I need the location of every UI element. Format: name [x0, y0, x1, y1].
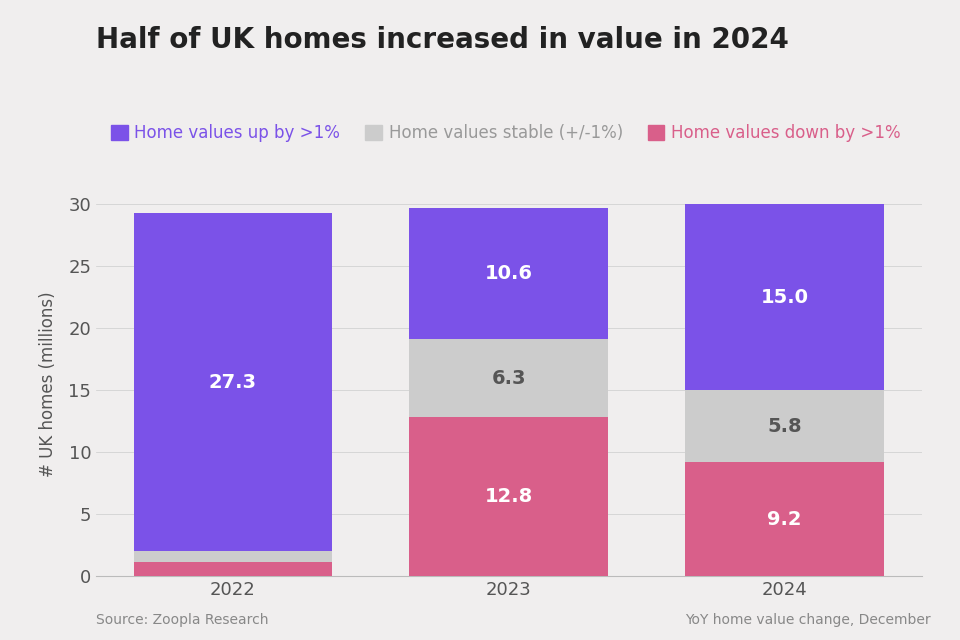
Text: 5.8: 5.8 [767, 417, 802, 436]
Text: Source: Zoopla Research: Source: Zoopla Research [96, 613, 269, 627]
Text: YoY home value change, December: YoY home value change, December [685, 613, 931, 627]
Bar [133, 551, 332, 563]
Bar [410, 339, 608, 417]
Bar [410, 208, 608, 339]
Y-axis label: # UK homes (millions): # UK homes (millions) [39, 291, 57, 477]
Bar [685, 390, 884, 462]
Bar [133, 563, 332, 576]
Legend: Home values up by >1%, Home values stable (+/-1%), Home values down by >1%: Home values up by >1%, Home values stabl… [105, 117, 907, 148]
Text: 15.0: 15.0 [760, 288, 808, 307]
Text: 9.2: 9.2 [767, 509, 802, 529]
Bar [133, 213, 332, 551]
Bar [410, 417, 608, 576]
Text: Half of UK homes increased in value in 2024: Half of UK homes increased in value in 2… [96, 26, 789, 54]
Bar [685, 462, 884, 576]
Text: 6.3: 6.3 [492, 369, 526, 388]
Text: 12.8: 12.8 [485, 487, 533, 506]
Text: 10.6: 10.6 [485, 264, 533, 284]
Text: 27.3: 27.3 [209, 372, 257, 392]
Bar [685, 204, 884, 390]
